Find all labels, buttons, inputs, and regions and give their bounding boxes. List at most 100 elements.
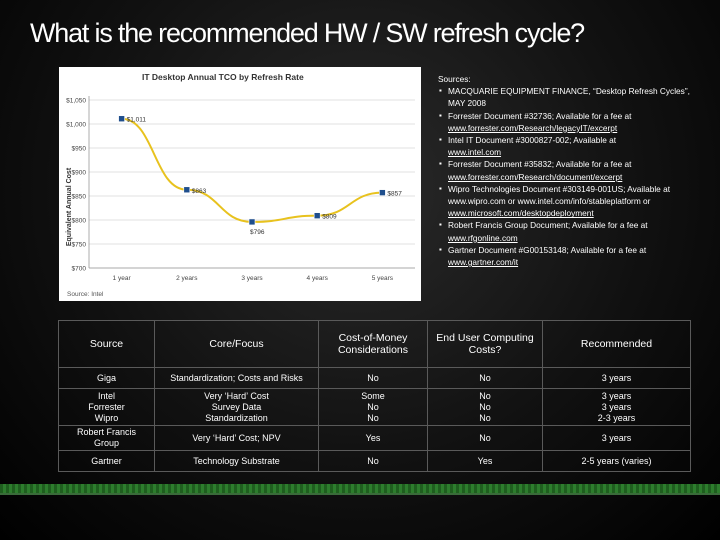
cell-end-user-costs: No	[427, 425, 543, 451]
header-end-user-costs: End User Computing Costs?	[427, 320, 543, 368]
cell-line: 3 years	[601, 432, 632, 443]
x-tick-label: 3 years	[241, 275, 263, 282]
x-tick-label: 2 years	[176, 275, 198, 282]
y-tick-label: $1,000	[66, 122, 86, 129]
source-item: MACQUARIE EQUIPMENT FINANCE, “Desktop Re…	[438, 85, 690, 109]
source-item: Wipro Technologies Document #303149-001U…	[438, 183, 690, 220]
table-row: Giga Standardization; Costs and Risks No No…	[58, 367, 691, 389]
cell-line: Standardization; Costs and Risks	[170, 372, 303, 383]
data-label: $1,011	[127, 117, 147, 124]
cell-core-focus: Very ‘Hard’ Cost; NPV	[154, 425, 319, 451]
chart-title: IT Desktop Annual TCO by Refresh Rate	[142, 72, 304, 82]
cell-line: Some	[361, 390, 385, 401]
cell-line: No	[367, 455, 379, 466]
data-label: $796	[250, 229, 265, 236]
cell-line: 3 years	[601, 401, 632, 412]
cell-line: 2-3 years	[597, 412, 636, 423]
cell-line: 2-5 years (varies)	[581, 455, 652, 466]
cell-line: Yes	[477, 455, 493, 466]
header-core-focus: Core/Focus	[154, 320, 319, 368]
table-row: Gartner Technology Substrate No Yes 2-5 year…	[58, 450, 691, 472]
source-text: Forrester Document #32736; Available for…	[448, 110, 632, 121]
data-point	[118, 115, 125, 123]
cell-core-focus: Standardization; Costs and Risks	[154, 367, 319, 389]
footer-stripe	[0, 484, 720, 493]
y-tick-label: $800	[72, 218, 87, 225]
source-text: Gartner Document #G00153148; Available f…	[448, 244, 647, 255]
header-source: Source	[58, 320, 155, 368]
cell-end-user-costs: Yes	[427, 450, 543, 472]
y-axis-ticks: $700 $750 $800 $850 $900 $950 $1,000 $1,050	[66, 98, 86, 273]
cell-line: No	[367, 412, 379, 423]
cell-line: 3 years	[601, 390, 632, 401]
cell-line: Very ‘Hard’ Cost	[204, 390, 269, 401]
cell-line: Survey Data	[211, 401, 262, 412]
cell-line: Technology Substrate	[193, 455, 280, 466]
source-item: Forrester Document #35832; Available for…	[438, 158, 690, 182]
tco-chart-svg: IT Desktop Annual TCO by Refresh Rate Eq…	[66, 72, 415, 298]
source-link[interactable]: www.microsoft.com/desktopdeployment	[448, 208, 594, 219]
cell-cost-of-money: Yes	[318, 425, 428, 451]
source-item: Gartner Document #G00153148; Available f…	[438, 244, 690, 268]
data-label: $857	[387, 191, 402, 198]
cell-line: Forrester	[88, 401, 125, 412]
cell-line: Gartner	[91, 455, 122, 466]
cell-line: No	[479, 372, 491, 383]
y-tick-label: $950	[72, 146, 87, 153]
cell-cost-of-money: Some No No	[318, 388, 428, 426]
chart-grid	[88, 96, 415, 269]
source-text: Wipro Technologies Document #303149-001U…	[448, 183, 671, 207]
cell-line: Wipro	[94, 412, 119, 423]
sources-items: MACQUARIE EQUIPMENT FINANCE, “Desktop Re…	[438, 85, 690, 268]
header-cost-of-money: Cost-of-Money Considerations	[318, 320, 428, 368]
sources-list: Sources: MACQUARIE EQUIPMENT FINANCE, “D…	[438, 73, 690, 268]
data-point	[313, 212, 321, 219]
data-label: $809	[322, 214, 337, 221]
refresh-cycle-table: Source Core/Focus Cost-of-Money Consider…	[58, 320, 691, 472]
table-body: Giga Standardization; Costs and Risks No No…	[58, 367, 691, 472]
cell-end-user-costs: No No No	[427, 388, 543, 426]
cell-cost-of-money: No	[318, 367, 428, 389]
cell-end-user-costs: No	[427, 367, 543, 389]
cell-line: No	[479, 390, 491, 401]
y-tick-label: $700	[72, 266, 87, 273]
cell-line: Robert Francis	[76, 427, 137, 437]
cell-line: No	[479, 412, 491, 423]
tco-series-points	[118, 115, 386, 226]
cell-source: Robert Francis Group	[58, 425, 155, 451]
source-link[interactable]: www.rfgonline.com	[448, 232, 518, 243]
cell-line: No	[367, 401, 379, 412]
source-link[interactable]: www.forrester.com/Research/legacyIT/exce…	[448, 122, 618, 133]
cell-core-focus: Very ‘Hard’ Cost Survey Data Standardizati…	[154, 388, 319, 426]
tco-series-line	[121, 117, 383, 223]
data-point	[183, 186, 191, 194]
cell-line: No	[367, 372, 379, 383]
cell-source: Intel Forrester Wipro	[58, 388, 155, 426]
cell-core-focus: Technology Substrate	[154, 450, 319, 472]
x-tick-label: 4 years	[307, 275, 329, 282]
cell-line: Very ‘Hard’ Cost; NPV	[192, 432, 281, 443]
cell-line: Giga	[96, 372, 116, 383]
cell-source: Giga	[58, 367, 155, 389]
source-text: Forrester Document #35832; Available for…	[448, 159, 632, 170]
source-link[interactable]: www.intel.com	[448, 147, 502, 158]
data-point	[248, 218, 256, 226]
source-link[interactable]: www.forrester.com/Research/document/exce…	[448, 171, 623, 182]
data-labels: $1,011 $863 $796 $809 $857	[127, 117, 403, 236]
x-tick-label: 5 years	[372, 275, 394, 282]
x-tick-label: 1 year	[113, 275, 132, 282]
source-link[interactable]: www.gartner.com/it	[448, 257, 519, 268]
y-tick-label: $850	[72, 194, 87, 201]
cell-line: 3 years	[601, 372, 632, 383]
cell-line: No	[479, 432, 491, 443]
cell-line: No	[479, 401, 491, 412]
cell-source: Gartner	[58, 450, 155, 472]
source-item: Robert Francis Group Document; Available…	[438, 219, 690, 243]
chart-source-note: Source: Intel	[67, 291, 104, 298]
data-point	[379, 189, 386, 196]
chart-ylabel: Equivalent Annual Cost	[66, 167, 73, 246]
source-text: Robert Francis Group Document; Available…	[448, 220, 648, 231]
cell-cost-of-money: No	[318, 450, 428, 472]
cell-recommended: 3 years 3 years 2-3 years	[542, 388, 691, 426]
cell-line: Yes	[365, 432, 381, 443]
